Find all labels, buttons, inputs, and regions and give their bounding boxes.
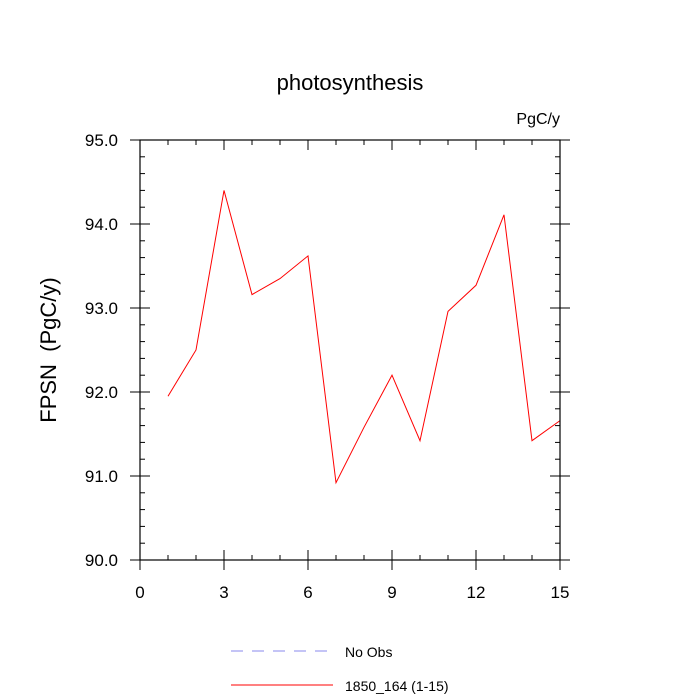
y-tick-label: 90.0 bbox=[85, 551, 118, 570]
legend: No Obs 1850_164 (1-15) bbox=[231, 644, 449, 694]
y-tick-label: 93.0 bbox=[85, 299, 118, 318]
legend-label-1850-164: 1850_164 (1-15) bbox=[345, 678, 449, 694]
x-tick-label: 12 bbox=[467, 583, 486, 602]
units-label: PgC/y bbox=[516, 111, 560, 128]
axis-tick-labels: 0 3 6 9 12 15 90.0 91.0 92.0 93.0 94.0 95.0 bbox=[85, 131, 570, 602]
x-tick-label: 0 bbox=[135, 583, 144, 602]
plot-frame bbox=[139, 139, 561, 561]
x-tick-label: 6 bbox=[303, 583, 312, 602]
y-tick-label: 92.0 bbox=[85, 383, 118, 402]
y-tick-label: 91.0 bbox=[85, 467, 118, 486]
y-tick-label: 95.0 bbox=[85, 131, 118, 150]
legend-label-no-obs: No Obs bbox=[345, 644, 392, 660]
series-layer bbox=[167, 190, 561, 485]
y-tick-label: 94.0 bbox=[85, 215, 118, 234]
y-axis-label: FPSN (PgC/y) bbox=[36, 277, 61, 422]
x-tick-label: 3 bbox=[219, 583, 228, 602]
x-tick-label: 15 bbox=[551, 583, 570, 602]
x-tick-label: 9 bbox=[387, 583, 396, 602]
chart-title: photosynthesis bbox=[277, 70, 424, 95]
axis-ticks bbox=[130, 139, 570, 570]
series-line bbox=[167, 190, 561, 485]
